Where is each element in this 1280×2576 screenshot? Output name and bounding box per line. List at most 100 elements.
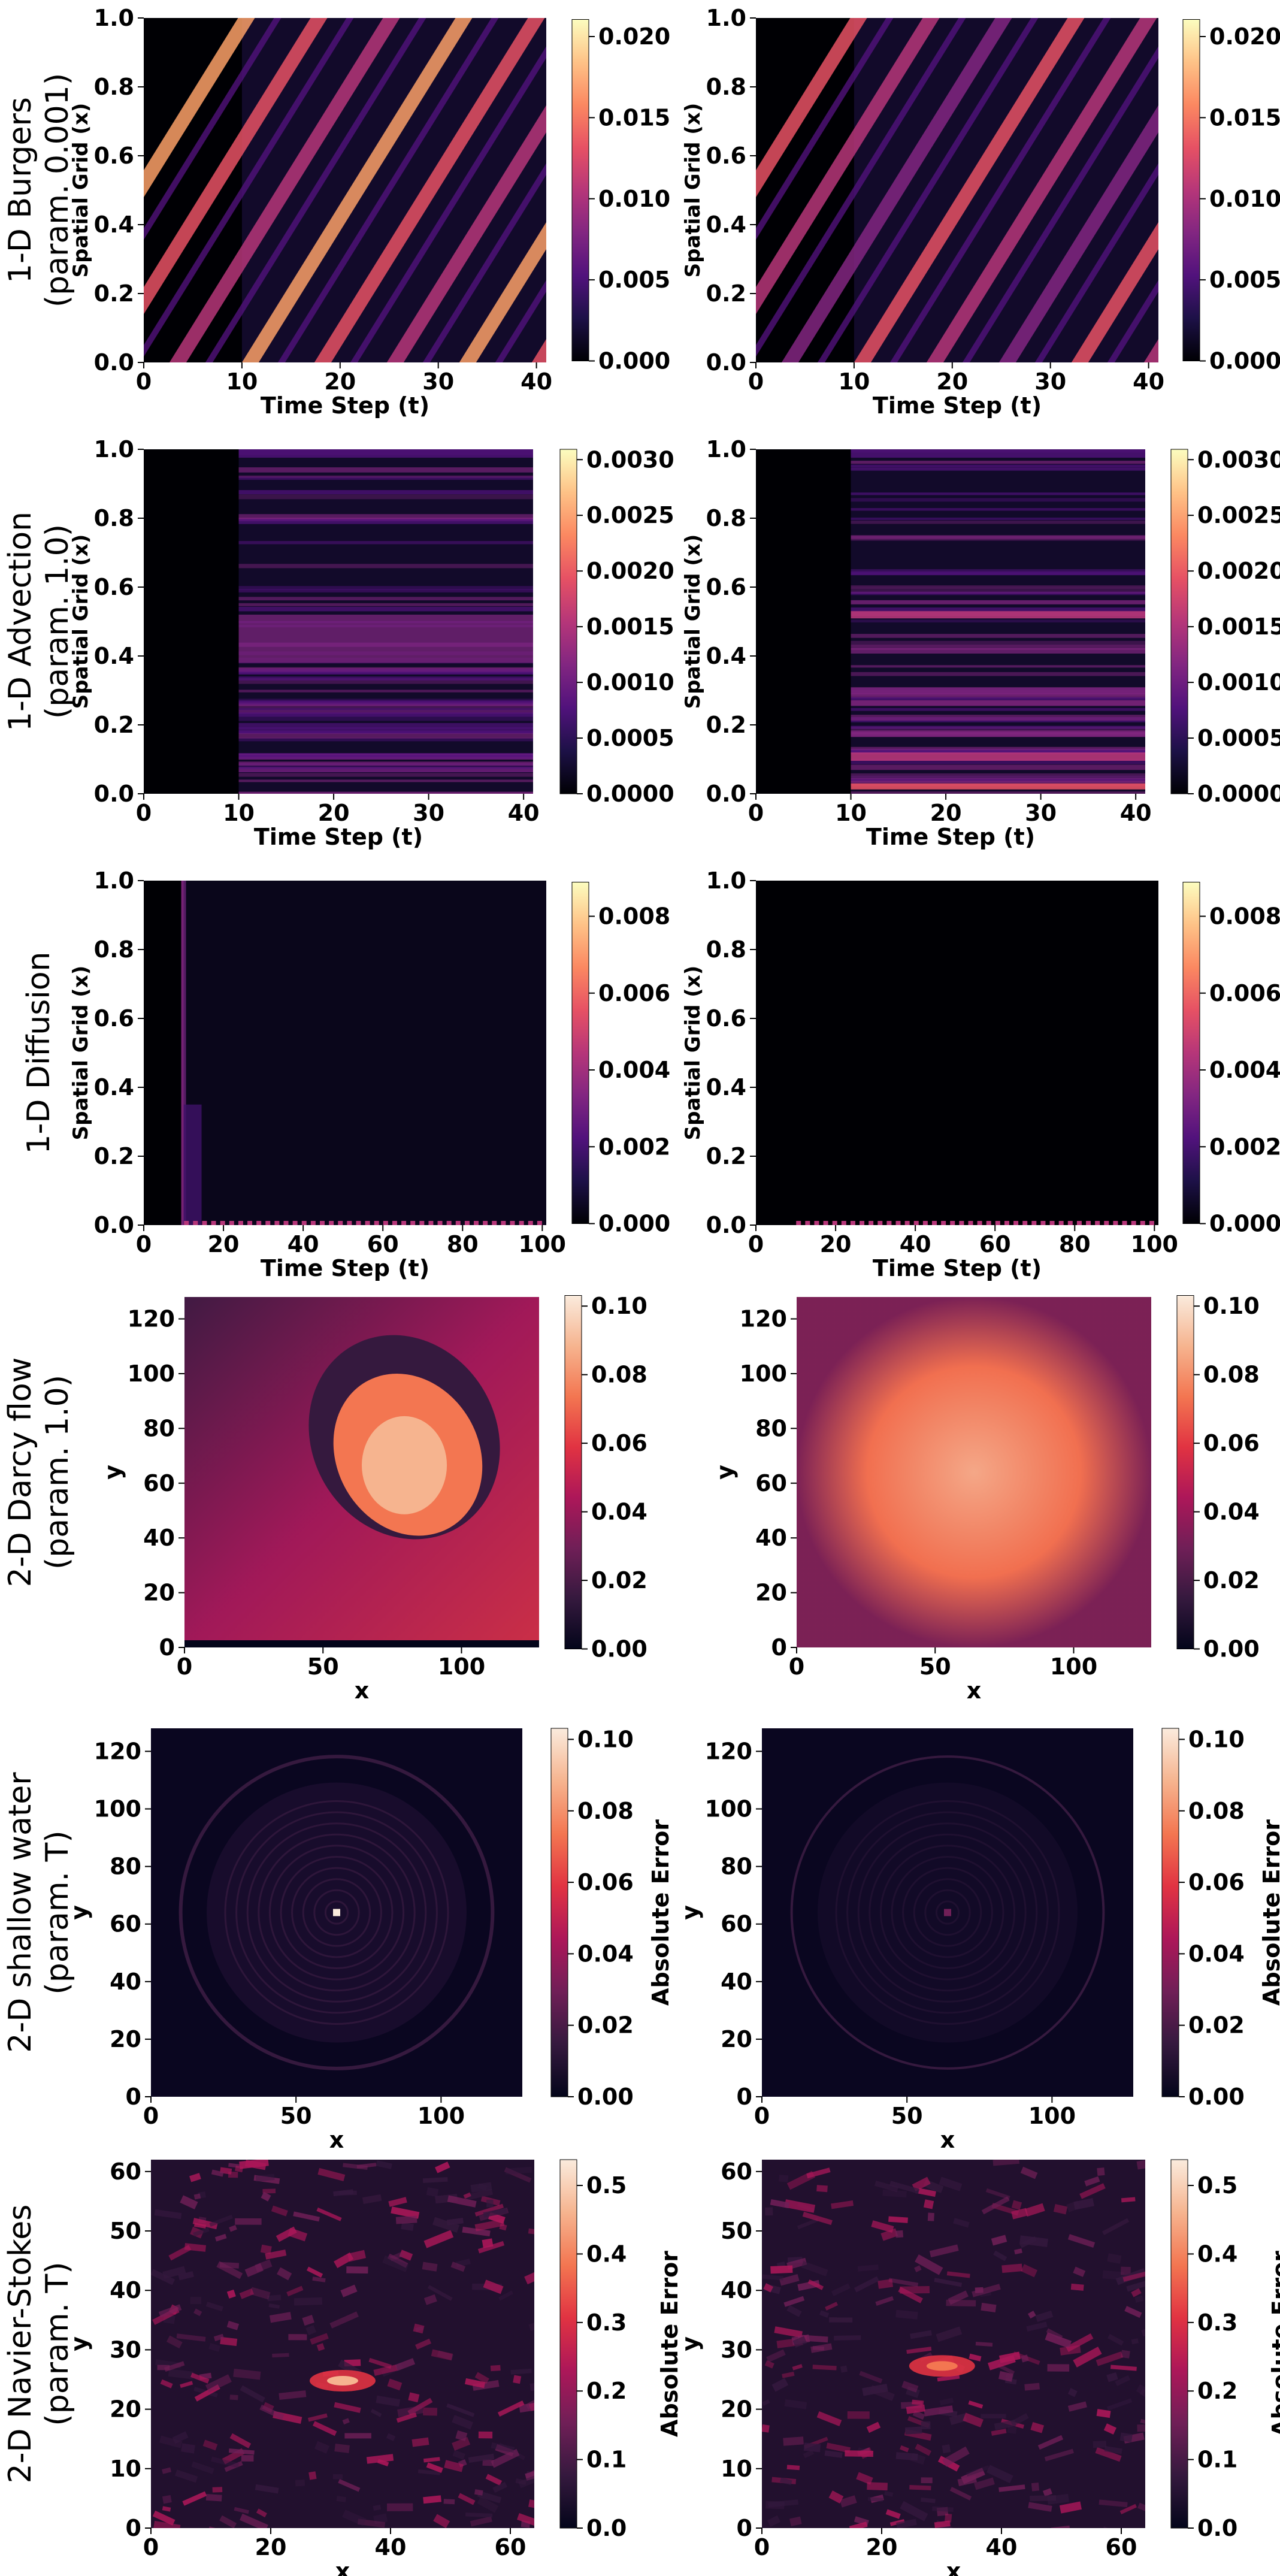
y-axis-label: y <box>677 2336 703 2351</box>
colorbar-tick-label: 0.00 <box>1188 2084 1245 2110</box>
colorbar-tick-label: 0.08 <box>1203 1362 1260 1388</box>
colorbar-tick-label: 0.5 <box>1197 2172 1237 2199</box>
colorbar-tick-label: 0.0 <box>586 2515 627 2541</box>
y-tick-label: 40 <box>721 2277 752 2303</box>
colorbar-tick-label: 0.06 <box>591 1430 647 1456</box>
colorbar-tick-label: 0.04 <box>577 1940 634 1967</box>
colorbar-tick-label: 0.004 <box>598 1057 670 1083</box>
y-tick-label: 0.4 <box>706 211 746 238</box>
colorbar-tick-label: 0.0005 <box>586 725 674 751</box>
y-tick-label: 20 <box>721 2026 752 2052</box>
x-tick-label: 60 <box>979 1231 1011 1257</box>
x-tick-label: 0 <box>143 2103 159 2129</box>
y-tick-label: 1.0 <box>94 436 134 462</box>
heatmap-panel <box>756 1728 1185 2103</box>
row-4 <box>178 1295 1200 1653</box>
y-tick-label: 0.6 <box>94 1005 134 1032</box>
y-tick-label: 120 <box>705 1738 752 1764</box>
colorbar-tick-label: 0.4 <box>586 2241 627 2267</box>
y-tick-label: 0 <box>126 2515 141 2541</box>
y-tick-label: 120 <box>128 1306 175 1332</box>
x-tick-label: 20 <box>936 368 968 395</box>
x-tick-label: 40 <box>288 1231 319 1257</box>
y-axis-label: Spatial Grid (x) <box>69 534 93 709</box>
y-tick-label: 120 <box>740 1306 787 1332</box>
y-tick-label: 1.0 <box>94 867 134 894</box>
x-tick-label: 0 <box>754 2534 770 2560</box>
x-tick-label: 80 <box>1059 1231 1091 1257</box>
y-tick-label: 0.6 <box>706 143 746 169</box>
colorbar-tick-label: 0.005 <box>1209 267 1280 293</box>
colorbar-tick-label: 0.00 <box>591 1636 647 1662</box>
colorbar <box>1182 19 1200 361</box>
colorbar-tick-label: 0.04 <box>591 1499 647 1525</box>
colorbar-tick-label: 0.008 <box>1209 903 1280 930</box>
colorbar-tick-label: 0.0025 <box>1197 502 1280 528</box>
row-label: 2-D Navier-Stokes <box>2 2205 38 2484</box>
y-tick-label: 0 <box>737 2084 752 2110</box>
x-axis-label: Time Step (t) <box>873 392 1042 419</box>
y-tick-label: 0.8 <box>94 74 134 100</box>
y-tick-label: 60 <box>143 1470 175 1496</box>
x-tick-label: 30 <box>422 368 454 395</box>
colorbar-tick-label: 0.008 <box>598 903 670 930</box>
x-axis-label: x <box>329 2127 344 2153</box>
y-tick-label: 60 <box>721 1911 752 1937</box>
x-axis-label: x <box>940 2127 955 2153</box>
colorbar-tick-label: 0.04 <box>1203 1499 1260 1525</box>
x-tick-label: 50 <box>891 2103 923 2129</box>
y-tick-label: 0.8 <box>706 936 746 963</box>
row-label: 1-D Burgers <box>2 97 38 283</box>
colorbar-tick-label: 0.10 <box>1188 1726 1245 1752</box>
x-tick-label: 20 <box>930 800 962 826</box>
x-tick-label: 20 <box>255 2534 287 2560</box>
colorbar-tick-label: 0.010 <box>598 186 670 212</box>
colorbar <box>564 1295 582 1649</box>
x-tick-label: 40 <box>900 1231 931 1257</box>
colorbar-tick-label: 0.08 <box>1188 1798 1245 1824</box>
y-tick-label: 0.4 <box>94 211 134 238</box>
x-tick-label: 0 <box>177 1653 192 1680</box>
x-axis-label: x <box>335 2558 350 2576</box>
y-tick-label: 0.6 <box>94 574 134 600</box>
colorbar-tick-label: 0.00 <box>577 2084 634 2110</box>
y-tick-label: 0.2 <box>94 712 134 738</box>
y-tick-label: 0.8 <box>706 505 746 531</box>
colorbar-label: Absolute Error <box>1258 1819 1280 2006</box>
colorbar-tick-label: 0.2 <box>586 2378 627 2404</box>
y-tick-label: 60 <box>110 2158 141 2185</box>
colorbar <box>571 882 589 1224</box>
y-tick-label: 10 <box>110 2456 141 2482</box>
colorbar-tick-label: 0.08 <box>591 1362 647 1388</box>
colorbar <box>1161 1728 1179 2097</box>
y-tick-label: 0.2 <box>94 280 134 307</box>
colorbar <box>559 2159 577 2529</box>
colorbar-tick-label: 0.10 <box>591 1293 647 1319</box>
y-tick-label: 50 <box>110 2218 141 2244</box>
y-axis-label: Spatial Grid (x) <box>681 966 705 1141</box>
colorbar-tick-label: 0.0010 <box>1197 669 1280 696</box>
x-tick-label: 100 <box>1028 2103 1076 2129</box>
x-tick-label: 40 <box>375 2534 407 2560</box>
y-tick-label: 0.8 <box>94 936 134 963</box>
x-tick-label: 100 <box>1050 1653 1097 1680</box>
y-tick-label: 40 <box>110 2277 141 2303</box>
y-tick-label: 0.4 <box>94 643 134 669</box>
colorbar-tick-label: 0.04 <box>1188 1940 1245 1967</box>
y-tick-label: 1.0 <box>706 867 746 894</box>
colorbar-tick-label: 0.5 <box>586 2172 627 2199</box>
y-tick-label: 80 <box>110 1854 141 1880</box>
colorbar-tick-label: 0.08 <box>577 1798 634 1824</box>
y-tick-label: 0.2 <box>706 280 746 307</box>
x-axis-label: Time Step (t) <box>866 824 1035 850</box>
colorbar <box>559 449 577 794</box>
x-tick-label: 10 <box>226 368 258 395</box>
colorbar-tick-label: 0.015 <box>598 104 670 131</box>
y-tick-label: 0 <box>771 1634 787 1661</box>
y-tick-label: 0.4 <box>706 1074 746 1100</box>
y-tick-label: 0 <box>737 2515 752 2541</box>
colorbar-tick-label: 0.0030 <box>586 446 674 473</box>
y-tick-label: 1.0 <box>706 5 746 31</box>
x-tick-label: 0 <box>136 368 152 395</box>
